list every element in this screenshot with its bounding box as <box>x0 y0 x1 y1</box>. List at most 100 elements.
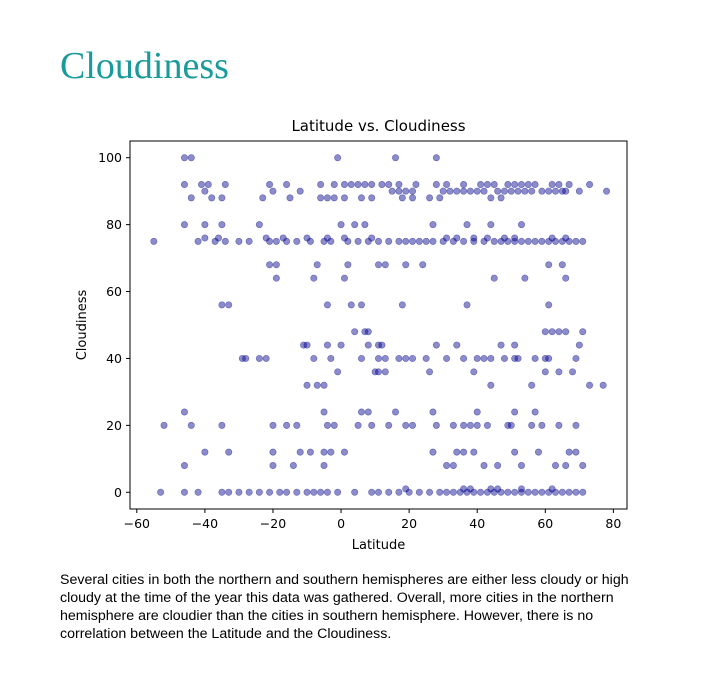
data-point <box>487 354 495 362</box>
data-point <box>364 328 372 336</box>
data-point <box>310 354 318 362</box>
data-point <box>511 237 519 245</box>
data-point <box>320 462 328 470</box>
data-point <box>460 354 468 362</box>
data-point <box>374 341 382 349</box>
data-point <box>429 237 437 245</box>
data-point <box>323 421 331 429</box>
data-point <box>562 328 570 336</box>
data-point <box>269 462 277 470</box>
data-point <box>201 448 209 456</box>
data-point <box>235 237 243 245</box>
data-point <box>402 187 410 195</box>
data-point <box>402 421 410 429</box>
data-point <box>562 274 570 282</box>
data-point <box>552 462 560 470</box>
data-point <box>283 180 291 188</box>
data-point <box>218 301 226 309</box>
data-point <box>443 180 451 188</box>
data-point <box>449 462 457 470</box>
data-point <box>538 237 546 245</box>
data-point <box>180 180 188 188</box>
data-point <box>208 194 216 202</box>
data-point <box>364 408 372 416</box>
x-tick-label: 0 <box>337 516 345 531</box>
data-point <box>443 462 451 470</box>
data-point <box>426 488 434 496</box>
data-point <box>395 237 403 245</box>
data-point <box>453 187 461 195</box>
data-point <box>538 421 546 429</box>
data-point <box>221 180 229 188</box>
data-point <box>395 354 403 362</box>
data-point <box>388 187 396 195</box>
data-point <box>565 237 573 245</box>
data-point <box>545 301 553 309</box>
data-point <box>490 274 498 282</box>
data-point <box>517 462 525 470</box>
data-point <box>555 328 563 336</box>
data-point <box>313 381 321 389</box>
data-point <box>235 488 243 496</box>
data-point <box>180 408 188 416</box>
data-point <box>368 421 376 429</box>
data-point <box>317 194 325 202</box>
data-point <box>494 462 502 470</box>
data-point <box>378 341 386 349</box>
data-point <box>572 354 580 362</box>
data-point <box>504 237 512 245</box>
y-tick-label: 80 <box>106 217 122 232</box>
data-point <box>218 421 226 429</box>
data-point <box>599 381 607 389</box>
data-point <box>466 421 474 429</box>
data-point <box>354 421 362 429</box>
data-point <box>378 180 386 188</box>
data-point <box>330 180 338 188</box>
data-point <box>575 341 583 349</box>
data-point <box>504 421 512 429</box>
data-point <box>303 381 311 389</box>
data-point <box>283 237 291 245</box>
data-point <box>266 180 274 188</box>
data-point <box>395 187 403 195</box>
data-point <box>187 421 195 429</box>
data-point <box>310 488 318 496</box>
data-point <box>443 234 451 242</box>
data-point <box>272 237 280 245</box>
data-point <box>327 237 335 245</box>
data-point <box>419 261 427 269</box>
data-point <box>483 488 491 496</box>
data-point <box>374 488 382 496</box>
data-point <box>334 368 342 376</box>
data-point <box>218 194 226 202</box>
data-point <box>514 354 522 362</box>
data-point <box>422 237 430 245</box>
data-point <box>306 237 314 245</box>
data-point <box>470 488 478 496</box>
data-point <box>565 488 573 496</box>
data-point <box>180 221 188 229</box>
data-point <box>303 488 311 496</box>
data-point <box>470 237 478 245</box>
data-point <box>323 234 331 242</box>
data-point <box>368 488 376 496</box>
data-point <box>269 421 277 429</box>
data-point <box>483 421 491 429</box>
data-point <box>500 187 508 195</box>
data-point <box>494 485 502 493</box>
data-point <box>286 194 294 202</box>
data-point <box>357 408 365 416</box>
data-point <box>460 448 468 456</box>
data-point <box>323 488 331 496</box>
data-point <box>180 154 188 162</box>
data-point <box>572 421 580 429</box>
data-point <box>552 488 560 496</box>
data-point <box>238 354 246 362</box>
data-point <box>460 187 468 195</box>
scatter-chart: Latitude vs. Cloudiness −60 −40 −20 0 20 40 60… <box>0 108 710 568</box>
data-point <box>494 187 502 195</box>
data-point <box>517 488 525 496</box>
data-point <box>310 274 318 282</box>
data-point <box>528 421 536 429</box>
data-point <box>555 368 563 376</box>
